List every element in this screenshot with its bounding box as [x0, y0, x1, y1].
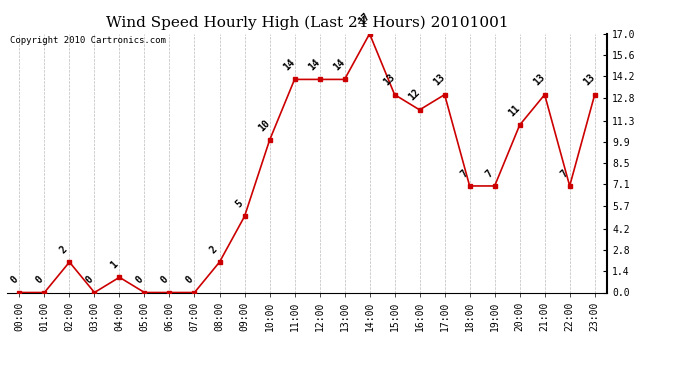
Text: 17: 17 — [356, 11, 372, 27]
Text: 13: 13 — [382, 72, 397, 88]
Text: 14: 14 — [306, 57, 322, 72]
Text: 7: 7 — [558, 168, 570, 179]
Text: 13: 13 — [431, 72, 446, 88]
Text: 14: 14 — [282, 57, 297, 72]
Text: 1: 1 — [108, 259, 119, 270]
Text: 11: 11 — [506, 103, 522, 118]
Text: 13: 13 — [531, 72, 546, 88]
Text: 0: 0 — [83, 274, 95, 285]
Text: 13: 13 — [582, 72, 597, 88]
Text: 7: 7 — [458, 168, 470, 179]
Text: 7: 7 — [484, 168, 495, 179]
Text: 0: 0 — [8, 274, 19, 285]
Text: 0: 0 — [33, 274, 44, 285]
Text: Copyright 2010 Cartronics.com: Copyright 2010 Cartronics.com — [10, 36, 166, 45]
Text: 2: 2 — [58, 244, 70, 255]
Text: 0: 0 — [184, 274, 195, 285]
Title: Wind Speed Hourly High (Last 24 Hours) 20101001: Wind Speed Hourly High (Last 24 Hours) 2… — [106, 15, 509, 30]
Text: 2: 2 — [208, 244, 219, 255]
Text: 10: 10 — [256, 118, 272, 134]
Text: 0: 0 — [158, 274, 170, 285]
Text: 12: 12 — [406, 87, 422, 103]
Text: 0: 0 — [133, 274, 144, 285]
Text: 5: 5 — [233, 198, 244, 210]
Text: 14: 14 — [331, 57, 346, 72]
